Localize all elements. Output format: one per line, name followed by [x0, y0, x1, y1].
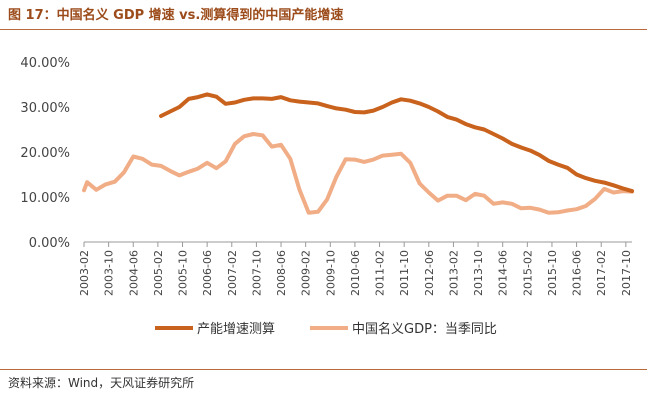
y-tick-label: 40.00%	[20, 56, 70, 71]
x-tick-label: 2009-02	[300, 250, 313, 296]
series-line-capacity	[159, 92, 634, 194]
x-tick-label: 2007-02	[226, 250, 239, 296]
x-tick-label: 2015-10	[546, 250, 559, 296]
figure-title: 图 17：中国名义 GDP 增速 vs.测算得到的中国产能增速	[8, 8, 344, 23]
title-divider	[0, 29, 647, 30]
x-tick-label: 2012-06	[423, 250, 436, 296]
x-tick-label: 2008-06	[275, 250, 288, 296]
x-tick-label: 2003-10	[103, 250, 116, 296]
x-tick-label: 2011-02	[374, 250, 387, 296]
x-tick-label: 2016-06	[571, 250, 584, 296]
legend: 产能增速测算 中国名义GDP：当季同比	[155, 321, 497, 337]
x-tick-label: 2015-02	[521, 250, 534, 296]
x-tick-label: 2005-02	[152, 250, 165, 296]
y-tick-label: 0.00%	[29, 236, 70, 251]
line-chart: 0.00%10.00%20.00%30.00%40.00% 2003-02 200…	[20, 56, 634, 337]
x-tick-label: 2017-02	[595, 250, 608, 296]
series-line-gdp	[82, 132, 634, 215]
legend-label-gdp: 中国名义GDP：当季同比	[352, 321, 497, 337]
footer-divider	[0, 369, 647, 370]
x-tick-label: 2005-10	[177, 250, 190, 296]
x-tick-label: 2010-06	[349, 250, 362, 296]
y-tick-label: 30.00%	[20, 101, 70, 116]
x-tick-label: 2013-10	[472, 250, 485, 296]
x-tick-label: 2004-06	[127, 250, 140, 296]
x-tick-label: 2009-10	[324, 250, 337, 296]
y-axis-ticks: 0.00% 10.00% 20.00% 30.00% 40.00%	[20, 56, 70, 251]
x-axis-ticks: 2003-02 2003-10 2004-06 2005-02 2005-10 2006-…	[78, 242, 633, 296]
x-tick-label: 2014-06	[497, 250, 510, 296]
x-tick-label: 2011-10	[398, 250, 411, 296]
series-lines	[82, 92, 634, 215]
y-tick-label: 10.00%	[20, 191, 70, 206]
x-tick-label: 2017-10	[620, 250, 633, 296]
x-tick-label: 2003-02	[78, 250, 91, 296]
x-tick-label: 2007-10	[250, 250, 263, 296]
source-note: 资料来源：Wind，天风证券研究所	[8, 376, 195, 390]
legend-label-capacity: 产能增速测算	[197, 322, 275, 337]
x-tick-label: 2013-02	[447, 250, 460, 296]
y-tick-label: 20.00%	[20, 146, 70, 161]
x-tick-label: 2006-06	[201, 250, 214, 296]
